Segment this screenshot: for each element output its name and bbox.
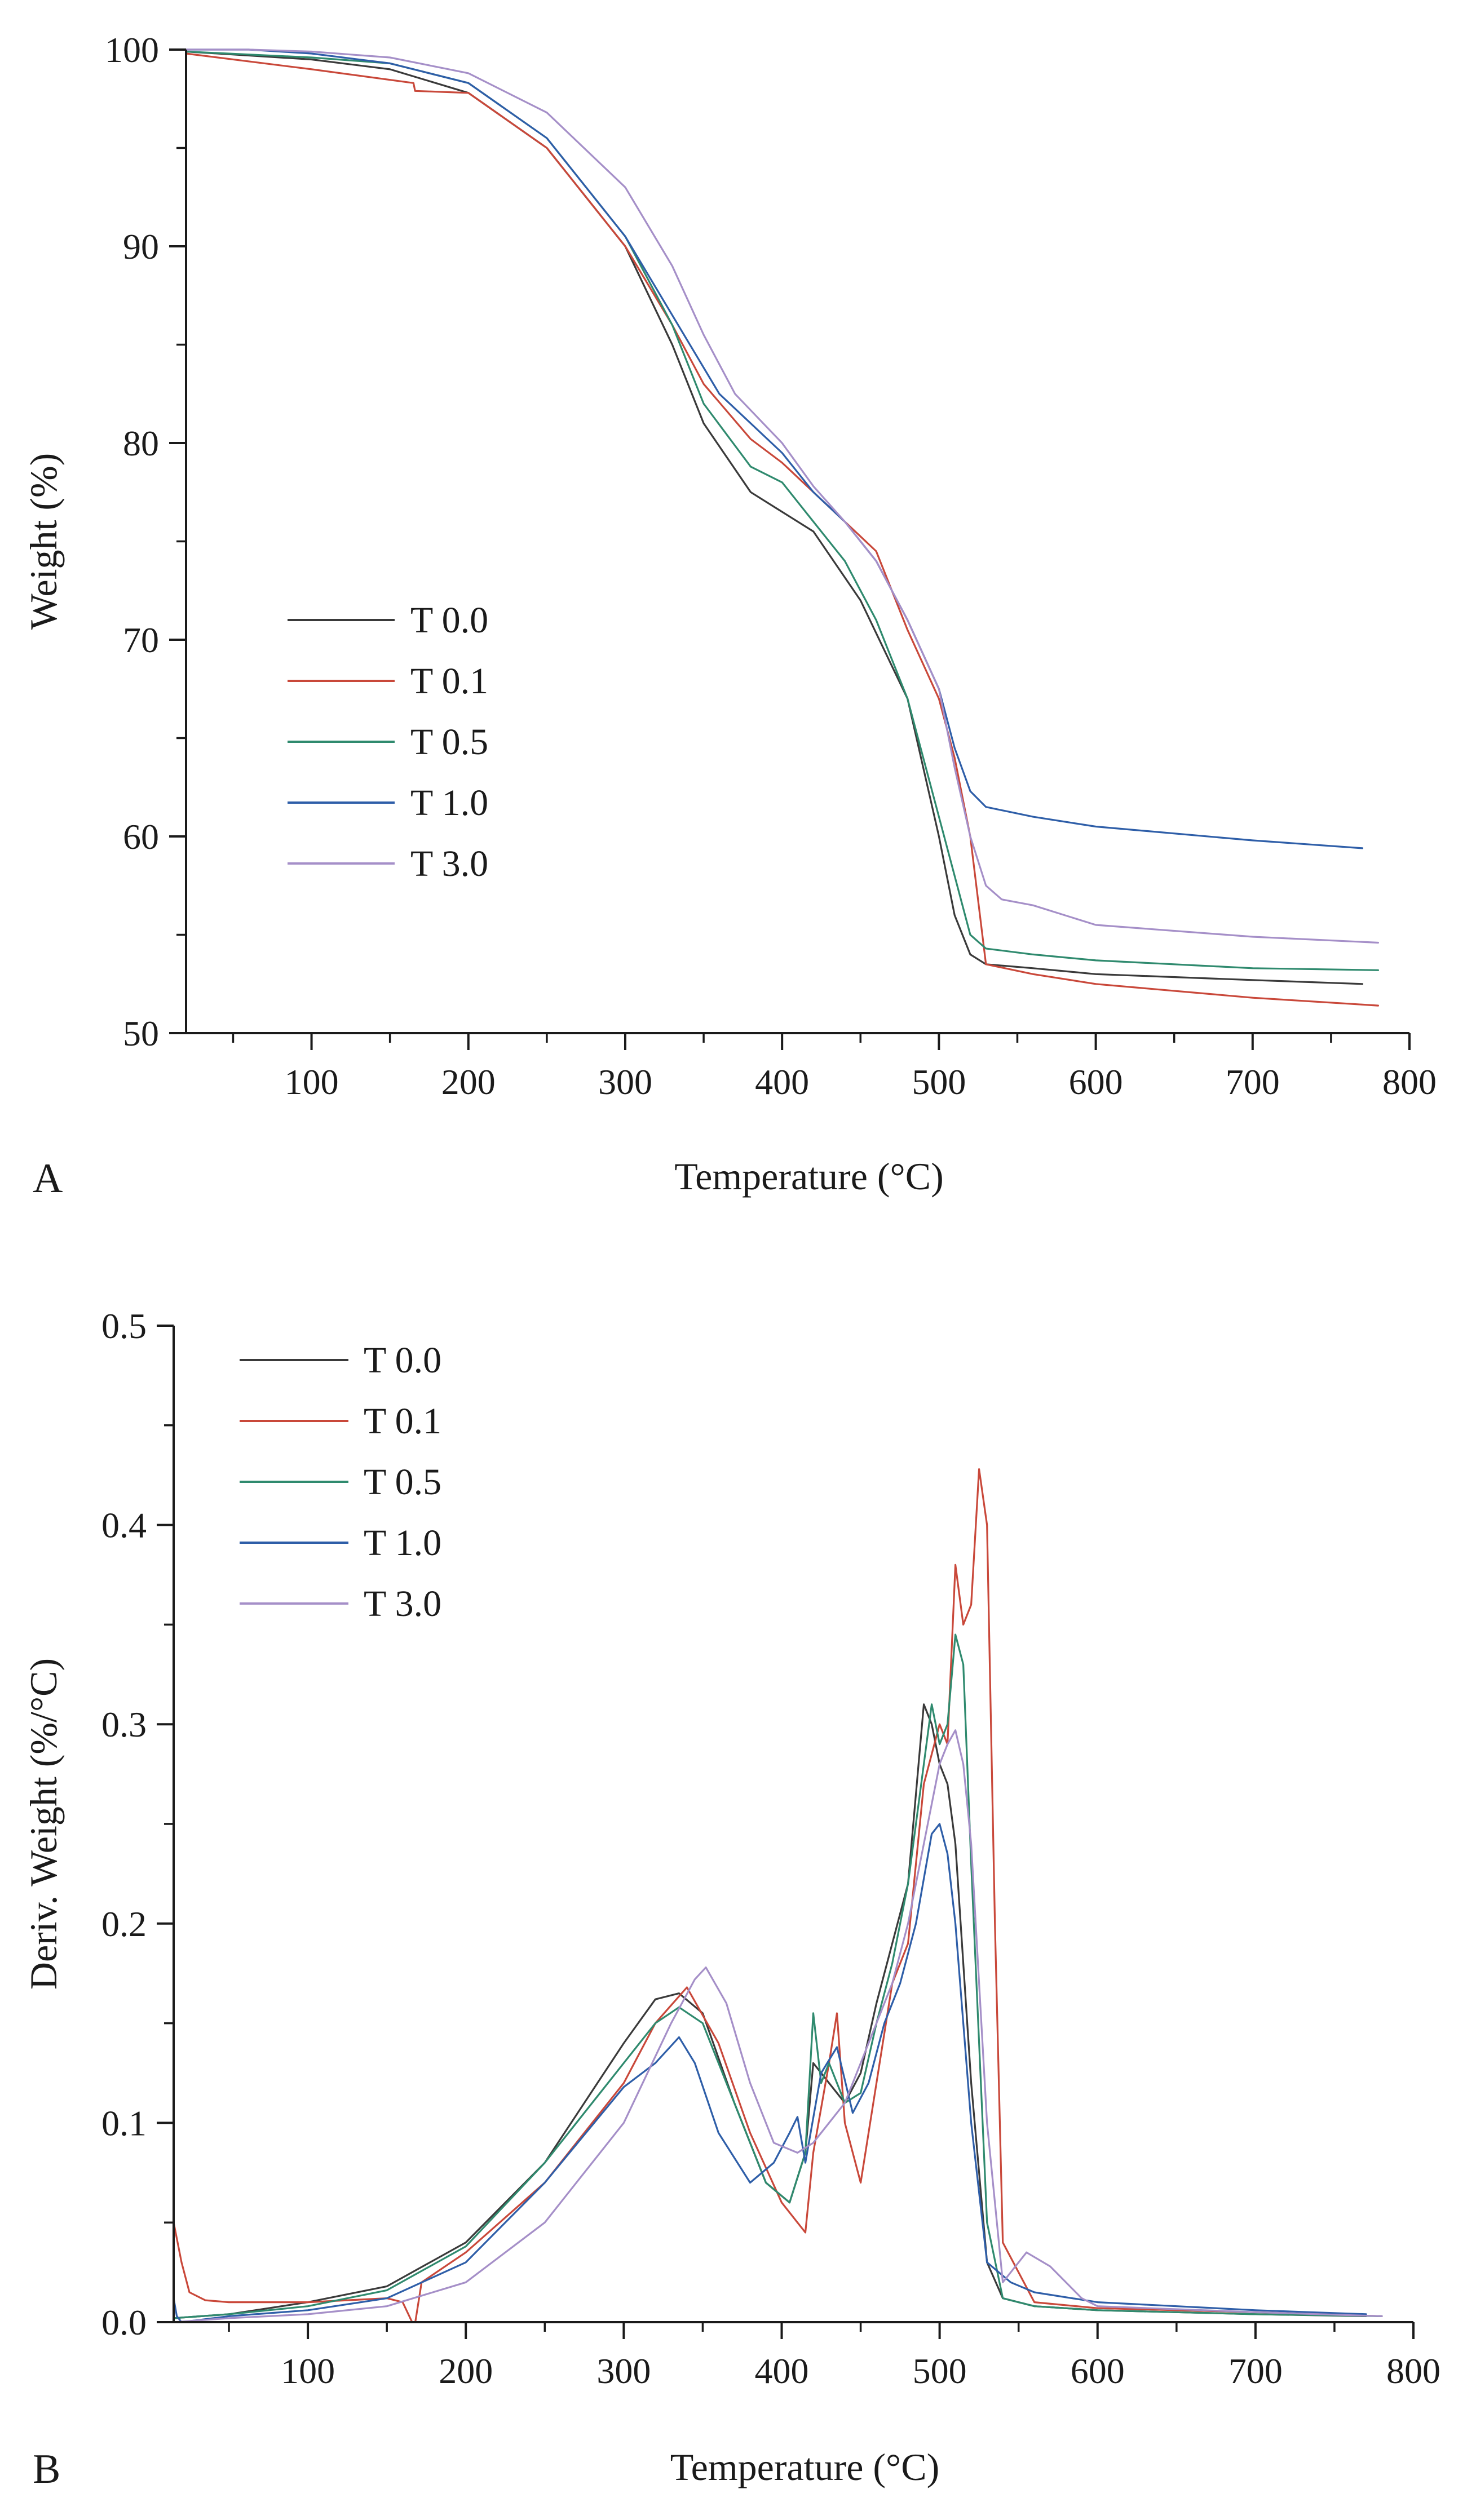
panel-label: A: [33, 1155, 63, 1202]
y-tick-label: 0.4: [101, 1505, 147, 1545]
x-tick-label: 600: [1069, 1062, 1123, 1102]
x-axis-label: Temperature (°C): [670, 2446, 939, 2488]
series-line-t-0-1: [173, 1468, 1383, 2323]
y-tick-label: 80: [123, 423, 159, 463]
series-line-t-0-5: [173, 1633, 1383, 2319]
x-tick-label: 700: [1226, 1062, 1280, 1102]
series-line-t-3-0: [185, 48, 1379, 944]
x-tick-label: 500: [913, 2351, 967, 2391]
legend-entry-label: T 0.5: [364, 1461, 441, 1503]
x-tick-label: 800: [1386, 2351, 1440, 2391]
x-tick-label: 800: [1382, 1062, 1437, 1102]
x-tick-label: 300: [596, 2351, 651, 2391]
x-tick-label: 100: [281, 2351, 335, 2391]
chart-a: 100 200 300 400 500 600 700 800 50 60 70 80 90 100 Tem…: [22, 30, 1437, 1202]
y-tick-label: 90: [123, 227, 159, 267]
y-tick-label: 60: [123, 817, 159, 857]
y-tick-label: 0.5: [101, 1306, 147, 1346]
y-tick-label: 0.2: [101, 1904, 147, 1944]
legend-entry-label: T 0.5: [410, 721, 488, 763]
chart-b: 100 200 300 400 500 600 700 800 0.0 0.1 0.2 0.3 0.4 0…: [22, 1306, 1440, 2492]
y-tick-label: 50: [123, 1013, 159, 1053]
series-line-t-0-0: [173, 1703, 1367, 2319]
legend: T 0.0 T 0.1 T 0.5 T 1.0 T 3.0: [240, 1340, 441, 1624]
x-tick-label: 600: [1071, 2351, 1125, 2391]
x-tick-label: 500: [912, 1062, 966, 1102]
y-axis-label: Deriv. Weight (%/°C): [22, 1658, 65, 1990]
y-tick-label: 0.1: [101, 2103, 147, 2143]
x-tick-label: 400: [755, 1062, 809, 1102]
series-line-t-3-0: [173, 1729, 1383, 2323]
series-line-t-1-0: [185, 48, 1364, 849]
x-tick-label: 400: [754, 2351, 808, 2391]
series-line-t-1-0: [173, 1823, 1367, 2323]
legend-entry-label: T 0.1: [364, 1401, 441, 1442]
x-axis-label: Temperature (°C): [674, 1155, 943, 1198]
legend: T 0.0 T 0.1 T 0.5 T 1.0 T 3.0: [288, 600, 488, 884]
legend-entry-label: T 1.0: [364, 1522, 441, 1564]
legend-entry-label: T 1.0: [410, 782, 488, 823]
legend-entry-label: T 0.0: [364, 1340, 441, 1381]
x-tick-label: 100: [285, 1062, 339, 1102]
y-tick-label: 0.3: [101, 1704, 147, 1744]
y-tick-label: 0.0: [101, 2302, 147, 2342]
legend-entry-label: T 0.0: [410, 600, 488, 641]
legend-entry-label: T 3.0: [364, 1583, 441, 1624]
legend-entry-label: T 3.0: [410, 843, 488, 884]
panel-label: B: [33, 2446, 60, 2492]
x-tick-label: 300: [598, 1062, 652, 1102]
x-tick-label: 700: [1228, 2351, 1283, 2391]
y-axis-label: Weight (%): [22, 453, 65, 630]
x-tick-label: 200: [439, 2351, 493, 2391]
x-tick-label: 200: [441, 1062, 496, 1102]
series-line-t-0-0: [185, 50, 1364, 985]
y-tick-label: 70: [123, 620, 159, 660]
legend-entry-label: T 0.1: [410, 661, 488, 702]
y-tick-label: 100: [105, 30, 159, 70]
